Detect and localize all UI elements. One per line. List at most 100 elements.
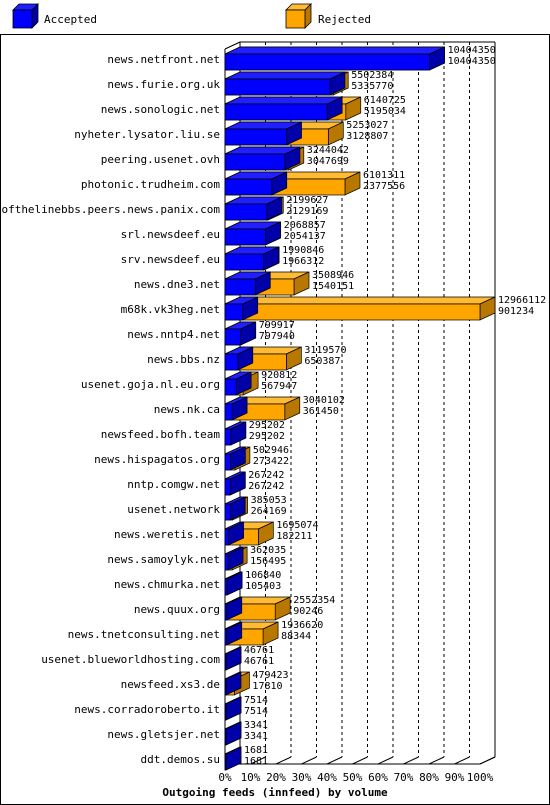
bar-row — [224, 321, 257, 346]
value-label-rejected: 1990846 — [282, 245, 324, 256]
category-label: news.corradoroberto.it — [74, 703, 220, 716]
bar-rejected — [224, 296, 496, 321]
bar-accepted — [224, 521, 244, 546]
category-label: news.nk.ca — [154, 403, 220, 416]
bar-row — [224, 671, 250, 696]
bar-row — [224, 471, 246, 496]
x-tick-label: 50% — [343, 771, 363, 784]
bar-row — [224, 421, 247, 446]
x-tick-label: 40% — [317, 771, 337, 784]
category-label: nyheter.lysator.liu.se — [74, 128, 220, 141]
value-label-accepted: 3128807 — [346, 131, 388, 142]
value-label-accepted: 264169 — [251, 506, 287, 517]
category-label: news.quux.org — [134, 603, 220, 616]
value-label-rejected: 267242 — [248, 470, 284, 481]
category-label: news.nntp4.net — [127, 328, 220, 341]
grid-floor-diagonal — [454, 756, 470, 765]
value-label-rejected: 502946 — [253, 445, 289, 456]
x-axis-ticks: 0% 10% 20% 30% 40% 50% 60% 70% 80% 90% 100% — [218, 771, 493, 784]
bar-accepted — [224, 71, 346, 96]
value-label-accepted: 7514 — [244, 706, 268, 717]
value-label-rejected: 12966112 — [498, 295, 546, 306]
value-label-rejected: 3119570 — [304, 345, 346, 356]
legend-swatch-accepted — [12, 3, 39, 29]
bar-row — [224, 246, 280, 271]
value-label-accepted: 3341 — [244, 731, 268, 742]
bar-accepted — [224, 246, 280, 271]
value-label-rejected: 5253027 — [346, 120, 388, 131]
bar-accepted — [224, 221, 281, 246]
value-label-accepted: 567947 — [261, 381, 297, 392]
bar-row — [224, 596, 291, 621]
category-label: nntp.comgw.net — [127, 478, 220, 491]
bar-accepted — [224, 396, 248, 421]
legend-swatch-rejected — [285, 3, 312, 29]
category-label: news.furie.org.uk — [107, 78, 220, 91]
bar-accepted — [224, 721, 242, 746]
bar-accepted — [224, 746, 242, 771]
category-label: newsfeed.bofh.team — [101, 428, 221, 441]
bar-accepted — [224, 471, 246, 496]
value-label-rejected: 3508946 — [312, 270, 354, 281]
grid-floor-diagonal — [479, 756, 496, 765]
value-label-rejected: 1695074 — [276, 520, 318, 531]
x-tick-label: 90% — [445, 771, 465, 784]
category-labels: news.netfront.net news.furie.org.uk news.s… — [0, 53, 220, 766]
bar-row — [224, 196, 284, 221]
bar-row — [224, 696, 242, 721]
value-label-accepted: 901234 — [498, 306, 534, 317]
value-label-accepted: 1681 — [244, 756, 268, 767]
bar-accepted — [224, 671, 242, 696]
value-label-accepted: 90246 — [293, 606, 323, 617]
bar-row — [224, 146, 305, 171]
bar-row — [224, 746, 242, 771]
x-tick-label: 30% — [292, 771, 312, 784]
value-label-accepted: 1966312 — [282, 256, 324, 267]
bar-row — [224, 496, 248, 521]
grid-floor-diagonal — [301, 756, 317, 765]
bar-accepted — [224, 596, 243, 621]
bar-row — [224, 396, 301, 421]
value-label-rejected: 6101311 — [363, 170, 405, 181]
bar-row — [224, 371, 259, 396]
bar-accepted — [224, 171, 288, 196]
value-label-rejected: 295202 — [249, 420, 285, 431]
x-tick-label: 20% — [266, 771, 286, 784]
value-label-rejected: 2552354 — [293, 595, 335, 606]
value-label-accepted: 797940 — [259, 331, 295, 342]
value-label-accepted: 2377556 — [363, 181, 405, 192]
bar-row — [224, 521, 274, 546]
x-tick-label: 80% — [419, 771, 439, 784]
grid-floor-diagonal — [403, 756, 419, 765]
x-tick-label: 70% — [394, 771, 414, 784]
value-label-rejected: 106840 — [245, 570, 281, 581]
bars — [224, 46, 496, 771]
value-label-rejected: 10404350 — [448, 45, 496, 56]
bar-accepted — [224, 621, 243, 646]
value-label-rejected: 1936620 — [281, 620, 323, 631]
bar-row — [224, 546, 248, 571]
bar-accepted — [224, 446, 246, 471]
bar-accepted — [224, 496, 246, 521]
category-label: news.tnetconsulting.net — [68, 628, 220, 641]
value-label-accepted: 2129169 — [286, 206, 328, 217]
legend: Accepted Rejected — [12, 3, 371, 29]
bar-row — [224, 46, 445, 71]
value-label-accepted: 5335770 — [351, 81, 393, 92]
value-label-accepted: 267242 — [248, 481, 284, 492]
value-label-rejected: 3341 — [244, 720, 268, 731]
bar-accepted — [224, 46, 445, 71]
value-label-accepted: 295202 — [249, 431, 285, 442]
value-label-rejected: 3040102 — [303, 395, 345, 406]
bar-accepted — [224, 196, 283, 221]
category-label: usenet.blueworldhosting.com — [41, 653, 220, 666]
value-label-rejected: 2199627 — [286, 195, 328, 206]
category-label: ddt.demos.su — [141, 753, 220, 766]
grid-floor-diagonal — [428, 756, 445, 765]
bar-accepted — [224, 146, 301, 171]
value-label-rejected: 5502384 — [351, 70, 393, 81]
bar-accepted — [224, 571, 243, 596]
bar-accepted — [224, 346, 254, 371]
category-label: endofthelinebbs.peers.news.panix.com — [0, 203, 220, 216]
